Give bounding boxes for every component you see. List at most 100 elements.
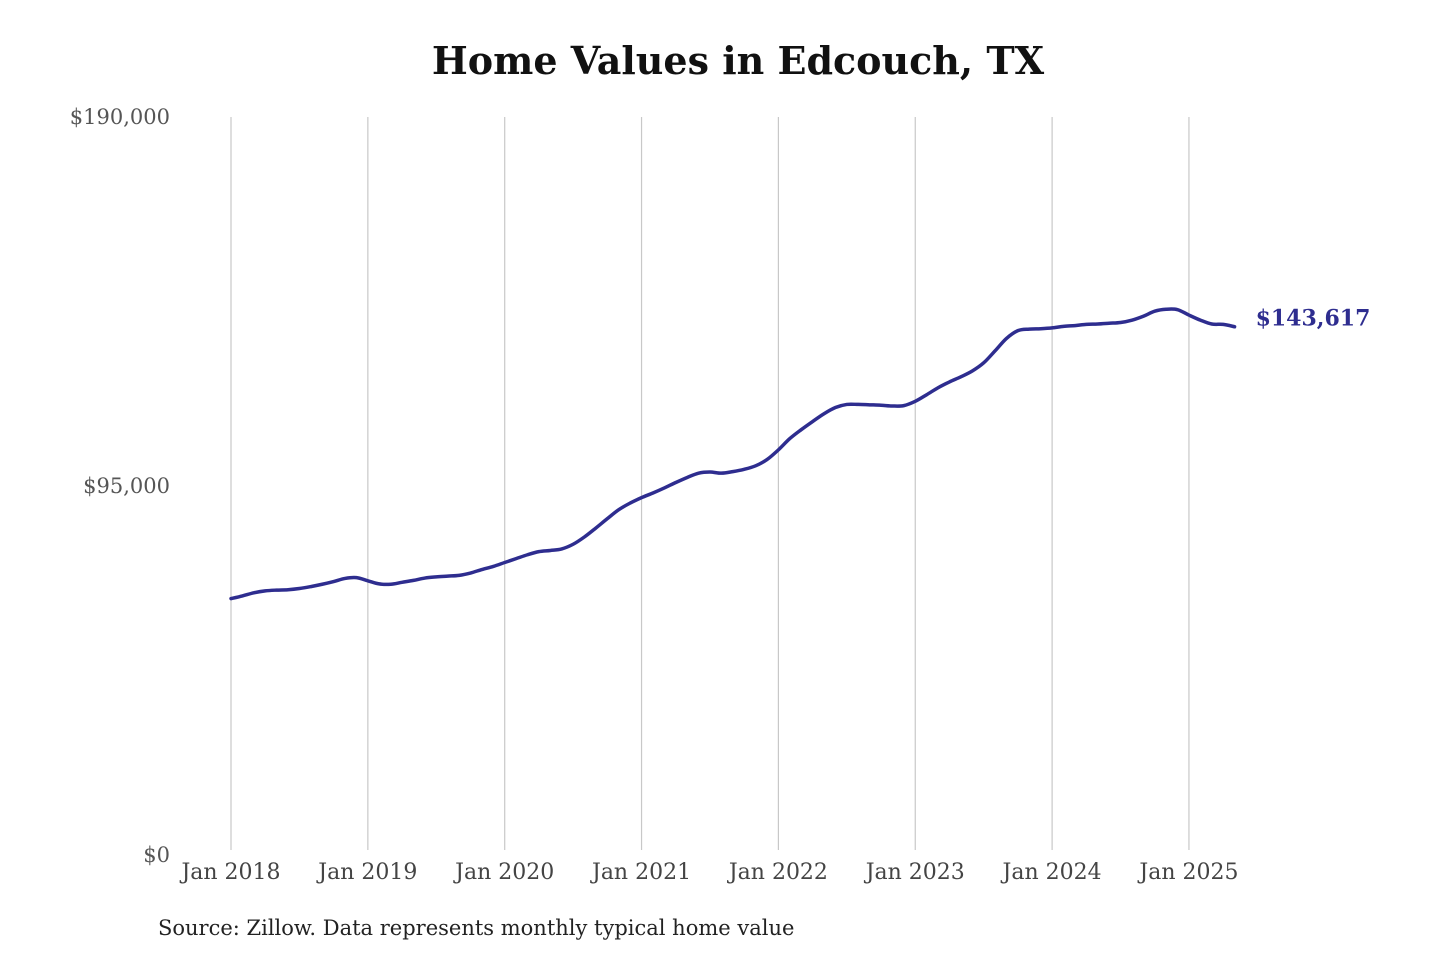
data-point-2018-12 (354, 576, 358, 580)
data-point-2019-04 (400, 580, 404, 584)
data-point-2025-01 (1187, 313, 1191, 317)
data-point-2018-08 (309, 585, 313, 589)
data-point-2021-01 (640, 496, 644, 500)
data-point-2025-05 (1233, 325, 1237, 329)
data-point-2020-11 (617, 508, 621, 512)
data-point-2019-11 (480, 568, 484, 572)
data-point-2021-08 (719, 471, 723, 475)
data-point-2022-09 (868, 403, 872, 407)
data-point-2018-10 (332, 580, 336, 584)
data-point-2021-11 (754, 464, 758, 468)
data-point-2021-07 (708, 470, 712, 474)
data-point-2024-06 (1107, 321, 1111, 325)
data-point-2021-12 (765, 458, 769, 462)
data-point-2021-02 (651, 491, 655, 495)
y-axis-labels: $0 $95,000 $190,000 (70, 105, 170, 867)
data-point-2022-05 (822, 412, 826, 416)
data-point-2018-02 (240, 594, 244, 598)
data-point-2021-04 (674, 481, 678, 485)
data-point-2023-08 (993, 349, 997, 353)
data-point-2020-05 (548, 548, 552, 552)
data-point-2023-05 (959, 375, 963, 379)
data-point-2018-04 (263, 589, 267, 593)
y-tick-label-0: $0 (143, 843, 170, 867)
x-tick-label-jan-2021: Jan 2021 (590, 860, 691, 885)
data-point-2022-07 (845, 402, 849, 406)
data-point-2021-05 (685, 475, 689, 479)
data-point-2022-06 (833, 406, 837, 410)
data-point-2023-06 (970, 369, 974, 373)
data-point-2020-09 (594, 526, 598, 530)
data-point-2018-09 (320, 582, 324, 586)
x-tick-label-jan-2023: Jan 2023 (864, 860, 965, 885)
data-point-2019-07 (434, 575, 438, 579)
series-line-home-value (229, 307, 1237, 601)
data-point-2018-07 (297, 587, 301, 591)
data-point-2024-09 (1141, 314, 1145, 318)
data-point-2019-10 (468, 571, 472, 575)
data-point-2023-01 (913, 399, 917, 403)
data-point-2024-12 (1176, 308, 1180, 312)
chart-title: Home Values in Edcouch, TX (431, 38, 1045, 83)
data-point-2024-11 (1164, 307, 1168, 311)
data-point-2019-06 (423, 576, 427, 580)
data-point-2023-07 (982, 361, 986, 365)
x-tick-label-jan-2025: Jan 2025 (1137, 860, 1238, 885)
x-tick-label-jan-2018: Jan 2018 (179, 860, 280, 885)
data-point-2018-05 (275, 588, 279, 592)
data-point-2018-06 (286, 588, 290, 592)
data-point-2019-02 (377, 582, 381, 586)
data-point-2020-01 (503, 561, 507, 565)
data-point-2020-06 (560, 547, 564, 551)
data-point-2023-09 (1004, 336, 1008, 340)
data-point-2025-04 (1221, 322, 1225, 326)
data-point-2024-03 (1073, 324, 1077, 328)
data-point-2022-11 (890, 404, 894, 408)
x-axis-labels: Jan 2018 Jan 2019 Jan 2020 Jan 2021 Jan 2022… (179, 860, 1238, 885)
data-point-2024-04 (1084, 322, 1088, 326)
data-point-2025-02 (1198, 318, 1202, 322)
data-point-2025-03 (1210, 322, 1214, 326)
data-point-2023-10 (1016, 329, 1020, 333)
y-tick-label-190-000: $190,000 (70, 105, 170, 129)
data-point-2024-07 (1119, 320, 1123, 324)
data-point-2018-03 (252, 591, 256, 595)
data-point-2020-10 (605, 517, 609, 521)
data-point-2019-12 (491, 564, 495, 568)
data-point-2022-04 (811, 420, 815, 424)
data-point-2021-09 (731, 470, 735, 474)
data-point-2018-11 (343, 576, 347, 580)
source-note: Source: Zillow. Data represents monthly … (158, 916, 795, 940)
data-point-2021-06 (697, 471, 701, 475)
data-point-2022-02 (788, 437, 792, 441)
data-point-2022-12 (902, 404, 906, 408)
data-point-2024-10 (1153, 309, 1157, 313)
data-point-2020-03 (526, 553, 530, 557)
data-point-2020-07 (571, 542, 575, 546)
data-point-2021-03 (662, 486, 666, 490)
gridlines (230, 117, 1190, 850)
data-point-2019-09 (457, 573, 461, 577)
data-point-2020-02 (514, 557, 518, 561)
data-point-2022-01 (776, 448, 780, 452)
data-point-2022-10 (879, 403, 883, 407)
data-point-2023-11 (1027, 327, 1031, 331)
data-point-2020-12 (628, 501, 632, 505)
data-point-2021-10 (742, 467, 746, 471)
data-point-2019-03 (389, 582, 393, 586)
end-value-label: $143,617 (1256, 306, 1371, 332)
data-point-2024-05 (1096, 322, 1100, 326)
y-tick-label-95-000: $95,000 (83, 474, 170, 498)
data-points (229, 307, 1237, 600)
data-point-2019-05 (411, 578, 415, 582)
x-tick-label-jan-2019: Jan 2019 (316, 860, 417, 885)
x-tick-label-jan-2022: Jan 2022 (727, 860, 828, 885)
data-point-2023-04 (947, 380, 951, 384)
data-point-2022-08 (856, 402, 860, 406)
data-point-2020-04 (537, 550, 541, 554)
data-point-2019-01 (366, 579, 370, 583)
data-point-2023-03 (936, 386, 940, 390)
data-point-2023-12 (1039, 327, 1043, 331)
data-point-2024-08 (1130, 318, 1134, 322)
